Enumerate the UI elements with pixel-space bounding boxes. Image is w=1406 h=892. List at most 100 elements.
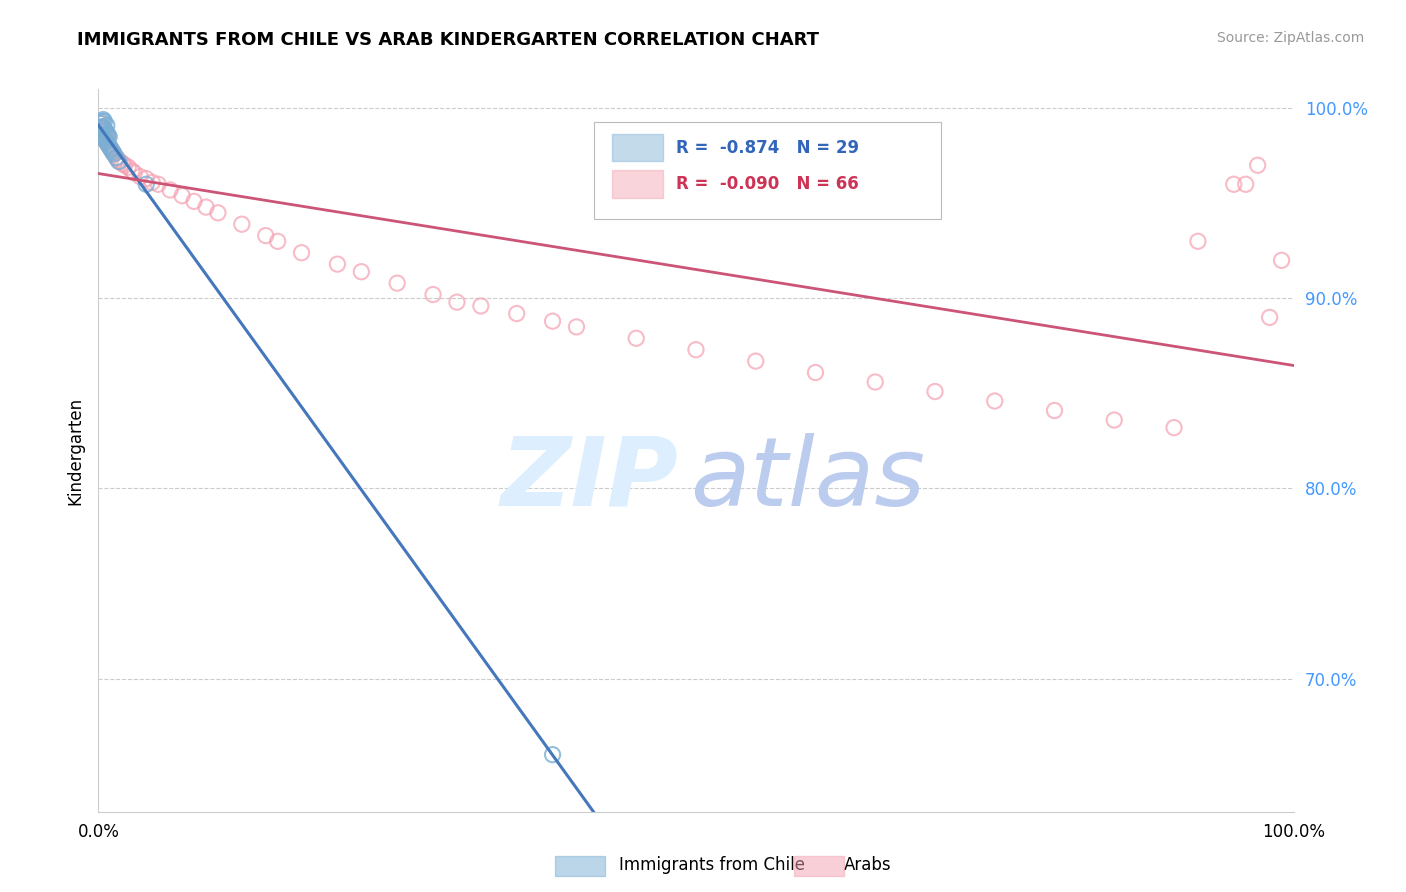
Text: Immigrants from Chile: Immigrants from Chile bbox=[619, 856, 804, 874]
Text: R =  -0.090   N = 66: R = -0.090 N = 66 bbox=[676, 175, 859, 193]
Point bbox=[96, 126, 118, 140]
Point bbox=[98, 141, 122, 155]
Point bbox=[98, 139, 121, 153]
Text: Arabs: Arabs bbox=[844, 856, 891, 874]
Point bbox=[108, 154, 131, 169]
Point bbox=[141, 175, 163, 189]
Point bbox=[470, 299, 492, 313]
Text: IMMIGRANTS FROM CHILE VS ARAB KINDERGARTEN CORRELATION CHART: IMMIGRANTS FROM CHILE VS ARAB KINDERGART… bbox=[77, 31, 820, 49]
Point bbox=[1258, 310, 1281, 325]
Point bbox=[97, 128, 120, 142]
Point bbox=[924, 384, 946, 399]
Point bbox=[124, 166, 146, 180]
Point bbox=[100, 143, 122, 157]
Point bbox=[89, 120, 111, 135]
Point bbox=[97, 137, 120, 152]
Point bbox=[1271, 253, 1294, 268]
Point bbox=[159, 183, 181, 197]
Point bbox=[148, 178, 170, 192]
Point bbox=[1234, 178, 1257, 192]
Point bbox=[114, 158, 136, 172]
Point bbox=[685, 343, 707, 357]
Point bbox=[183, 194, 205, 209]
Point bbox=[89, 120, 111, 135]
Point bbox=[91, 128, 114, 142]
Point bbox=[506, 307, 529, 321]
Point bbox=[105, 151, 128, 165]
Point bbox=[1247, 158, 1270, 172]
Point bbox=[97, 129, 120, 144]
Point bbox=[91, 114, 114, 128]
Point bbox=[267, 235, 290, 249]
Point bbox=[291, 245, 314, 260]
FancyBboxPatch shape bbox=[613, 170, 662, 198]
Point bbox=[96, 136, 118, 150]
Point bbox=[207, 206, 229, 220]
Point bbox=[1223, 178, 1246, 192]
Point bbox=[91, 129, 114, 144]
Point bbox=[385, 276, 409, 290]
Point bbox=[541, 747, 564, 762]
Point bbox=[101, 145, 124, 159]
Point bbox=[91, 129, 114, 144]
Point bbox=[804, 366, 827, 380]
Point bbox=[105, 151, 128, 165]
Point bbox=[98, 139, 121, 153]
Point bbox=[129, 169, 152, 184]
Point bbox=[93, 131, 115, 145]
Point bbox=[93, 114, 115, 128]
Point bbox=[100, 143, 122, 157]
Point bbox=[541, 314, 564, 328]
Point bbox=[565, 319, 588, 334]
Point bbox=[107, 153, 129, 167]
FancyBboxPatch shape bbox=[595, 121, 941, 219]
Point bbox=[103, 146, 125, 161]
Point bbox=[350, 265, 373, 279]
Point bbox=[96, 128, 118, 142]
Point bbox=[90, 124, 112, 138]
Point bbox=[1104, 413, 1126, 427]
Point bbox=[91, 120, 114, 135]
Point bbox=[94, 134, 117, 148]
Point bbox=[172, 188, 194, 202]
Point bbox=[91, 128, 114, 142]
Point bbox=[91, 112, 114, 127]
FancyBboxPatch shape bbox=[613, 134, 662, 161]
Point bbox=[90, 116, 112, 130]
Point bbox=[93, 122, 115, 136]
Point bbox=[135, 171, 157, 186]
Point bbox=[98, 129, 121, 144]
Point bbox=[1043, 403, 1066, 417]
Text: R =  -0.874   N = 29: R = -0.874 N = 29 bbox=[676, 139, 859, 157]
Point bbox=[94, 126, 117, 140]
Text: atlas: atlas bbox=[690, 433, 925, 526]
Point bbox=[97, 137, 120, 152]
Point bbox=[446, 295, 468, 310]
Point bbox=[101, 145, 124, 159]
Point bbox=[96, 136, 118, 150]
Point bbox=[254, 228, 277, 243]
Point bbox=[96, 119, 118, 133]
Point bbox=[745, 354, 768, 368]
Point bbox=[135, 178, 157, 192]
Point bbox=[103, 146, 125, 161]
Y-axis label: Kindergarten: Kindergarten bbox=[66, 396, 84, 505]
Point bbox=[422, 287, 444, 301]
Point bbox=[93, 131, 115, 145]
Point bbox=[94, 134, 117, 148]
Point bbox=[984, 394, 1007, 409]
Point bbox=[94, 124, 117, 138]
Point bbox=[326, 257, 349, 271]
Text: ZIP: ZIP bbox=[501, 433, 678, 526]
Point bbox=[91, 120, 114, 135]
Point bbox=[626, 331, 648, 345]
Point bbox=[93, 124, 115, 138]
Point bbox=[117, 160, 139, 174]
Point bbox=[1163, 420, 1185, 434]
Point bbox=[90, 124, 112, 138]
Point bbox=[98, 141, 122, 155]
Point bbox=[107, 154, 129, 169]
Point bbox=[865, 375, 887, 389]
Point bbox=[91, 122, 114, 136]
Point bbox=[121, 164, 143, 178]
